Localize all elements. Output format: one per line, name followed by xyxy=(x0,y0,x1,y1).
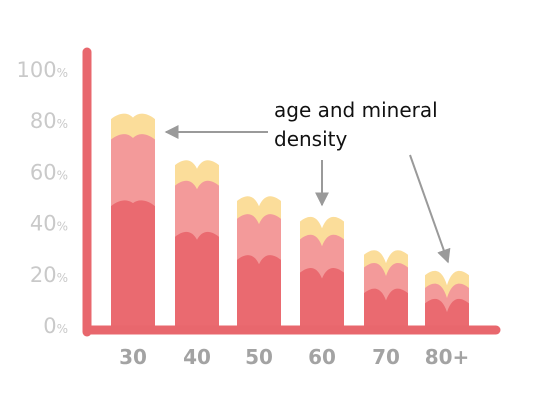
bars xyxy=(111,113,469,327)
y-tick-label-60: 60% xyxy=(30,160,68,184)
bar-40-layer-1 xyxy=(175,231,219,326)
bar-60-layer-1 xyxy=(300,267,344,326)
y-tick-label-100: 100% xyxy=(17,58,69,82)
y-tick-label-0: 0% xyxy=(43,314,68,338)
bar-30-layer-1 xyxy=(111,200,155,326)
x-category-label-60: 60 xyxy=(308,345,336,369)
bar-group-50 xyxy=(237,196,281,326)
x-axis-categories: 30 40 50 60 70 80+ xyxy=(119,345,469,369)
bar-group-70 xyxy=(364,250,408,326)
x-category-label-40: 40 xyxy=(183,345,211,369)
y-tick-label-80: 80% xyxy=(30,109,68,133)
bar-group-30 xyxy=(111,113,155,327)
x-category-label-30: 30 xyxy=(119,345,147,369)
bar-group-40 xyxy=(175,160,219,326)
y-axis-ticks: 100% 80% 60% 40% 20% 0% xyxy=(17,58,69,338)
y-tick-label-20: 20% xyxy=(30,263,68,287)
x-category-label-50: 50 xyxy=(245,345,273,369)
axes xyxy=(82,47,501,337)
x-category-label-70: 70 xyxy=(372,345,400,369)
bar-group-60 xyxy=(300,216,344,326)
bar-80+-layer-1 xyxy=(425,298,469,326)
bar-50-layer-1 xyxy=(237,255,281,326)
x-category-label-80+: 80+ xyxy=(425,345,470,369)
arrow-to-80-plus xyxy=(409,154,451,264)
bar-70-layer-1 xyxy=(364,288,408,326)
annotation-arrows xyxy=(164,125,451,264)
annotation-text: age and mineral density xyxy=(274,98,438,151)
bar-group-80+ xyxy=(425,270,469,326)
y-tick-label-40: 40% xyxy=(30,212,68,236)
